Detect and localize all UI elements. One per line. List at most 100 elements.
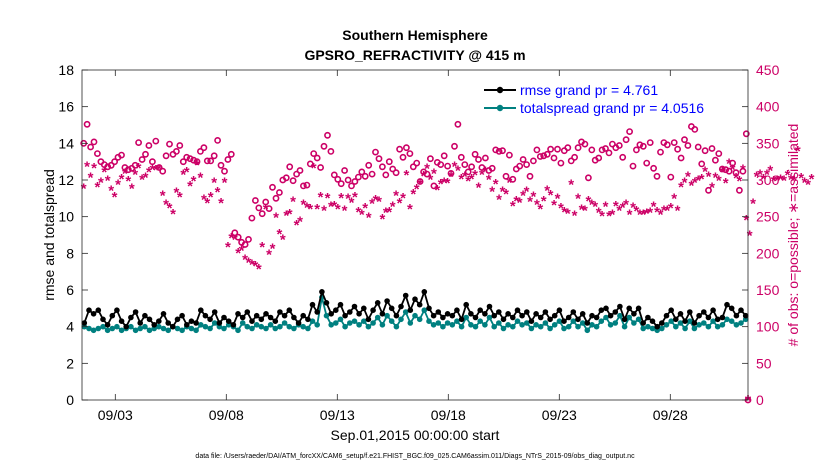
rmse-point: [156, 318, 162, 325]
rmse-point: [528, 318, 535, 325]
rmse-point: [631, 311, 637, 317]
rmse-point: [537, 314, 544, 321]
obs-possible-point: [221, 167, 228, 175]
totalspread-point: [174, 325, 181, 332]
rmse-point: [221, 314, 227, 321]
obs-assimilated-point: *: [352, 189, 358, 206]
obs-assimilated-point: *: [101, 164, 107, 181]
totalspread-point: [640, 325, 646, 332]
obs-possible-point: [358, 168, 366, 176]
y-left-tick-label: 16: [58, 99, 74, 115]
totalspread-point: [435, 320, 442, 326]
obs-assimilated-point: *: [445, 175, 451, 192]
obs-possible-point: [440, 152, 448, 160]
totalspread-point: [500, 325, 507, 332]
rmse-point: [710, 307, 716, 314]
rmse-point: [435, 309, 442, 315]
obs-assimilated-point: *: [644, 205, 650, 222]
obs-possible-point: [299, 182, 307, 190]
obs-possible-point: [317, 164, 324, 171]
rmse-point: [384, 298, 390, 304]
totalspread-point: [505, 322, 511, 328]
obs-assimilated-point: *: [400, 190, 406, 207]
obs-assimilated-point: *: [712, 169, 718, 186]
rmse-point: [249, 318, 255, 325]
obs-possible-point: [712, 156, 719, 164]
rmse-point: [696, 312, 702, 319]
obs-possible-point: [217, 161, 225, 169]
totalspread-point: [468, 322, 474, 328]
obs-assimilated-point: *: [647, 205, 653, 222]
obs-possible-point: [526, 172, 534, 180]
rmse-point: [458, 316, 465, 323]
rmse-point: [398, 303, 404, 310]
obs-assimilated-point: *: [252, 258, 258, 275]
obs-assimilated-point: *: [455, 163, 461, 180]
obs-possible-point: [107, 161, 115, 169]
totalspread-point: [202, 323, 209, 330]
obs-assimilated-point: *: [493, 176, 499, 193]
totalspread-point: [612, 320, 619, 326]
obs-possible-point: [488, 164, 496, 172]
obs-assimilated-point: *: [486, 172, 492, 189]
rmse-point: [146, 316, 153, 323]
totalspread-point: [416, 316, 423, 323]
totalspread-point: [305, 325, 311, 332]
obs-possible-point: [626, 128, 633, 135]
totalspread-point: [575, 323, 581, 330]
y-left-tick-label: 10: [58, 209, 74, 225]
obs-possible-point: [739, 167, 747, 175]
obs-possible-point: [516, 162, 524, 170]
obs-assimilated-point: *: [603, 199, 609, 216]
rmse-point: [430, 312, 437, 319]
totalspread-point: [323, 312, 330, 319]
rmse-point: [291, 314, 297, 321]
rmse-point: [123, 323, 129, 330]
obs-assimilated-point: *: [726, 155, 732, 172]
obs-assimilated-point: *: [119, 171, 125, 188]
obs-possible-point: [258, 210, 266, 218]
totalspread-point: [733, 322, 740, 328]
rmse-point: [412, 296, 418, 303]
obs-assimilated-point: *: [798, 170, 804, 187]
obs-assimilated-point: *: [599, 208, 605, 225]
obs-assimilated-point: *: [730, 161, 736, 178]
rmse-point: [272, 318, 279, 325]
obs-assimilated-point: *: [318, 189, 324, 206]
rmse-point: [510, 314, 516, 321]
obs-assimilated-point: *: [781, 172, 787, 189]
rmse-point: [547, 316, 553, 323]
legend-box: [479, 80, 737, 120]
obs-assimilated-point: *: [143, 169, 149, 186]
rmse-point: [463, 301, 470, 308]
obs-assimilated-point: *: [671, 191, 677, 208]
rmse-point: [128, 314, 134, 321]
rmse-point: [356, 311, 362, 317]
obs-assimilated-point: *: [702, 164, 708, 181]
rmse-point: [524, 309, 530, 315]
obs-possible-point: [193, 158, 201, 166]
obs-assimilated-point: *: [427, 172, 433, 189]
obs-assimilated-point: *: [108, 183, 114, 200]
rmse-point: [663, 312, 670, 319]
obs-possible-point: [269, 183, 276, 191]
rmse-point: [235, 311, 241, 317]
obs-assimilated-point: *: [81, 180, 87, 197]
obs-assimilated-point: *: [366, 210, 372, 227]
obs-assimilated-point: *: [276, 226, 282, 243]
totalspread-point: [477, 318, 484, 325]
obs-possible-point: [657, 148, 664, 156]
totalspread-point: [691, 325, 698, 332]
obs-possible-point: [708, 145, 716, 152]
obs-assimilated-point: *: [170, 206, 176, 223]
obs-possible-point: [334, 175, 342, 183]
obs-possible-point: [571, 153, 578, 161]
totalspread-point: [589, 322, 595, 328]
totalspread-point: [258, 323, 265, 330]
obs-possible-point: [310, 150, 318, 157]
obs-assimilated-point: *: [355, 204, 361, 221]
rmse-point: [342, 312, 348, 319]
obs-assimilated-point: *: [558, 200, 564, 217]
obs-assimilated-point: *: [421, 168, 427, 185]
totalspread-point: [421, 307, 428, 314]
